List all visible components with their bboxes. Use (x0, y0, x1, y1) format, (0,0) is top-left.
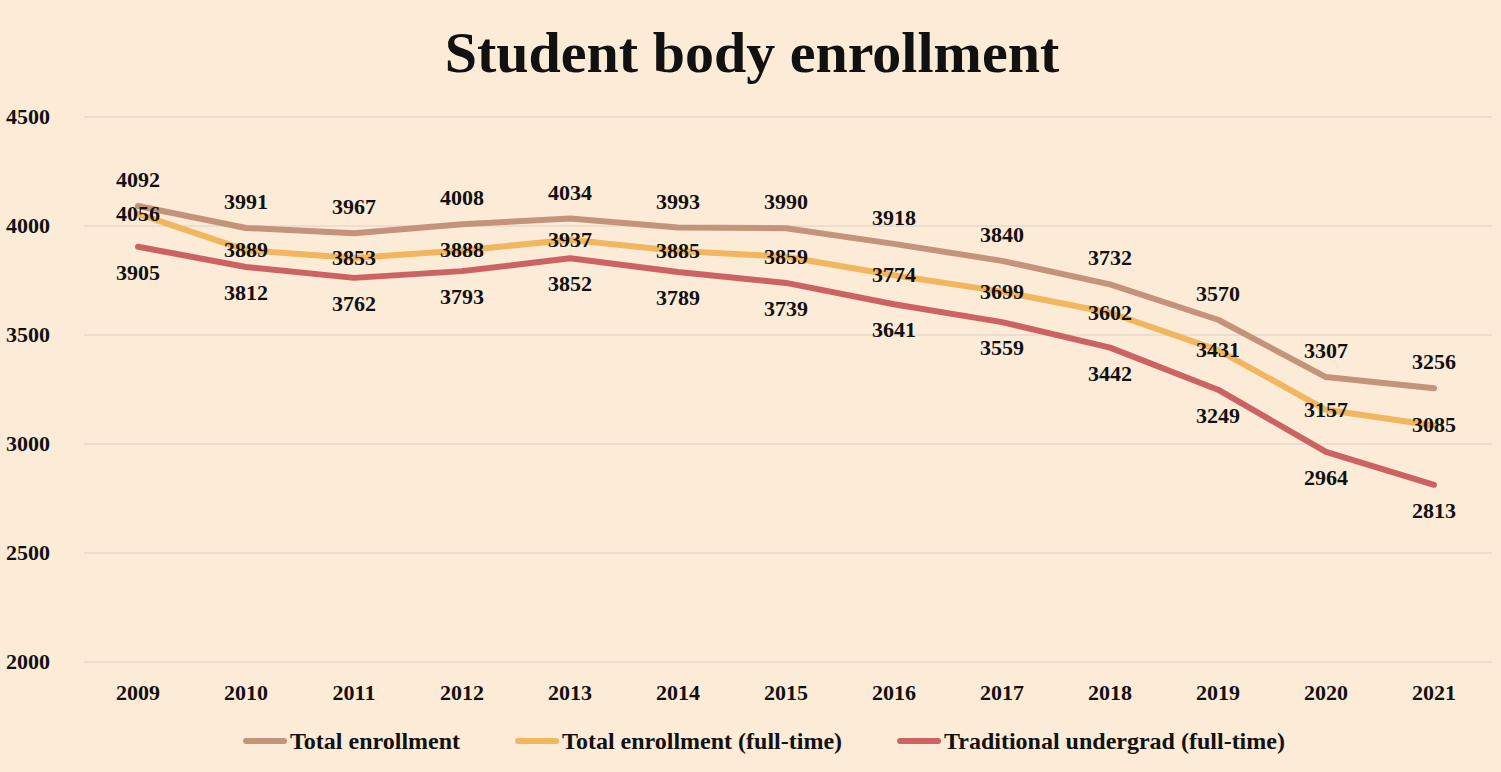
data-label: 3442 (1088, 361, 1132, 386)
x-tick-label: 2010 (224, 680, 268, 705)
background (0, 0, 1501, 772)
plot-area (138, 206, 1434, 485)
data-label: 3793 (440, 284, 484, 309)
y-tick-label: 2500 (6, 540, 50, 565)
data-label: 3885 (656, 238, 700, 263)
data-label: 3937 (548, 227, 592, 252)
x-tick-label: 2016 (872, 680, 916, 705)
data-label: 3840 (980, 222, 1024, 247)
data-label: 3967 (332, 194, 376, 219)
data-label: 4056 (116, 201, 160, 226)
data-label: 3762 (332, 291, 376, 316)
y-tick-label: 3500 (6, 322, 50, 347)
x-tick-label: 2018 (1088, 680, 1132, 705)
legend-swatch (900, 738, 938, 744)
data-label: 3602 (1088, 300, 1132, 325)
data-label: 3990 (764, 189, 808, 214)
data-label: 3889 (224, 237, 268, 262)
data-label: 3256 (1412, 349, 1456, 374)
data-label: 3085 (1412, 412, 1456, 437)
y-tick-label: 4000 (6, 213, 50, 238)
x-tick-label: 2012 (440, 680, 484, 705)
data-label: 4034 (548, 180, 592, 205)
data-label: 2813 (1412, 498, 1456, 523)
data-label: 3699 (980, 279, 1024, 304)
data-label: 3307 (1304, 338, 1348, 363)
data-label: 3812 (224, 280, 268, 305)
data-label: 3157 (1304, 397, 1348, 422)
data-label: 3739 (764, 296, 808, 321)
data-label: 3774 (872, 262, 916, 287)
data-label: 3570 (1196, 281, 1240, 306)
data-label: 3789 (656, 285, 700, 310)
series-line (138, 247, 1434, 485)
grid-line (84, 661, 1492, 662)
data-label: 3888 (440, 237, 484, 262)
grid-line (84, 334, 1492, 335)
x-tick-label: 2020 (1304, 680, 1348, 705)
y-tick-label: 4500 (6, 104, 50, 129)
chart: Student body enrollment 2000 2500 3000 3500 4… (0, 0, 1501, 772)
grid-line (84, 443, 1492, 444)
legend-swatch (518, 738, 556, 744)
y-tick-label: 2000 (6, 649, 50, 674)
legend-label: Total enrollment (full-time) (562, 728, 842, 754)
x-tick-label: 2019 (1196, 680, 1240, 705)
legend-label: Traditional undergrad (full-time) (944, 728, 1285, 754)
data-label: 2964 (1304, 465, 1348, 490)
data-label: 3905 (116, 260, 160, 285)
series-line (138, 214, 1434, 426)
data-label: 4092 (116, 167, 160, 192)
x-tick-label: 2011 (333, 680, 376, 705)
grid-line (84, 552, 1492, 553)
data-label: 3249 (1196, 403, 1240, 428)
data-label: 3991 (224, 189, 268, 214)
legend-label: Total enrollment (290, 728, 460, 754)
x-tick-label: 2021 (1412, 680, 1456, 705)
data-label: 4008 (440, 185, 484, 210)
data-label: 3918 (872, 205, 916, 230)
legend-swatch (246, 738, 284, 744)
data-label: 3641 (872, 317, 916, 342)
data-label: 3993 (656, 189, 700, 214)
x-tick-label: 2015 (764, 680, 808, 705)
title: Student body enrollment (445, 20, 1060, 85)
legend: Total enrollment Total enrollment (full-t… (246, 728, 1285, 754)
data-label: 3852 (548, 271, 592, 296)
data-label: 3859 (764, 244, 808, 269)
x-tick-label: 2014 (656, 680, 700, 705)
data-label: 3732 (1088, 245, 1132, 270)
chart-root: Student body enrollment 2000 2500 3000 3500 4… (0, 0, 1501, 772)
series-line (138, 206, 1434, 388)
data-label: 3559 (980, 335, 1024, 360)
data-label: 3853 (332, 245, 376, 270)
x-tick-label: 2009 (116, 680, 160, 705)
data-label: 3431 (1196, 337, 1240, 362)
y-tick-label: 3000 (6, 431, 50, 456)
grid-line (84, 116, 1492, 117)
x-tick-label: 2017 (980, 680, 1024, 705)
x-tick-label: 2013 (548, 680, 592, 705)
